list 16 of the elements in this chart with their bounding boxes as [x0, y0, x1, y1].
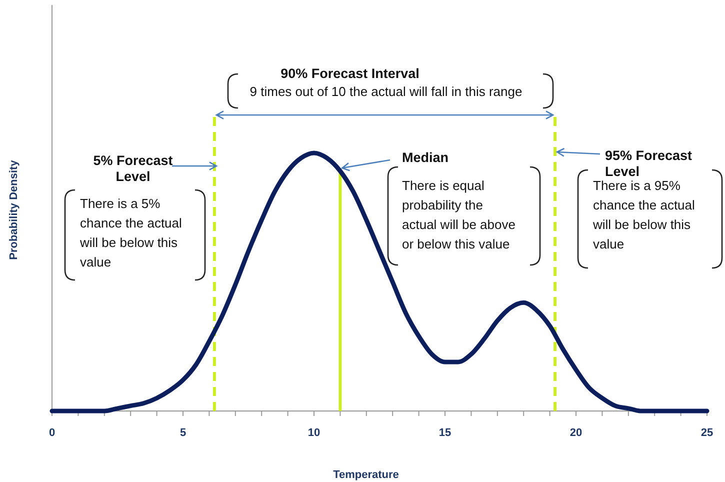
ref-line-label: Median: [402, 150, 449, 165]
y-axis-title: Probability Density: [8, 159, 20, 260]
x-tick-label: 10: [308, 426, 320, 439]
annotation: There is a 95% chance the actual will be below this value: [592, 178, 696, 252]
x-tick-label: 5: [180, 426, 186, 439]
x-tick-label: 20: [570, 426, 582, 439]
x-axis-title: Temperature: [333, 469, 399, 481]
x-tick-label: 0: [48, 426, 56, 439]
text: 90% Forecast Interval: [280, 66, 420, 81]
annotation: There is equal probability the actual will be above or below this value: [402, 178, 516, 252]
ref-line-label: 95% Forecast Level: [605, 148, 693, 179]
x-tick-label: 15: [438, 426, 452, 439]
annotation: There is a 5% chance the actual will be below this value: [79, 196, 182, 270]
ref-line-label: 5% Forecast Level: [93, 153, 174, 184]
x-tick-label: 25: [700, 426, 714, 439]
text: 9 times out of 10 the actual will fall in this range: [250, 84, 522, 99]
